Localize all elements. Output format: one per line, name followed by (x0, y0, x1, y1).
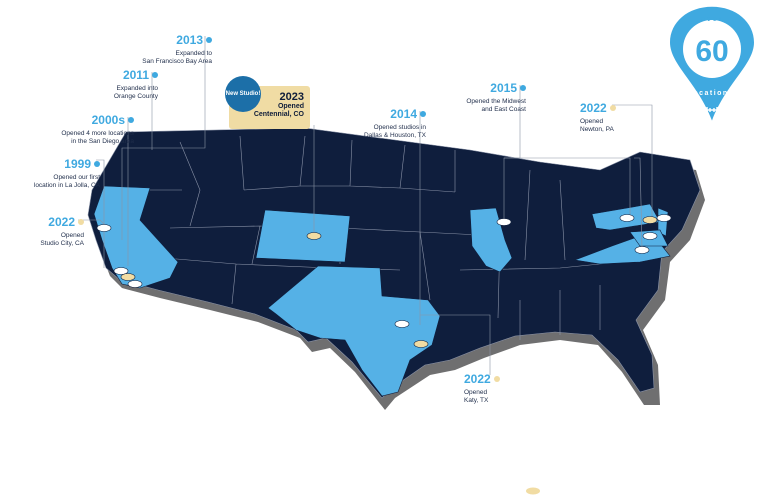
california (93, 185, 179, 289)
marker-dallas (394, 320, 410, 328)
marker-houston (413, 340, 429, 348)
new-studio-badge: New Studio! (225, 76, 261, 112)
marker-newton (642, 216, 658, 224)
badge-count: 60 (695, 35, 729, 68)
marker-studio-city (113, 267, 129, 275)
milestone-2022-katy: 2022 Opened Katy, TX (464, 369, 534, 405)
milestone-2000s: 2000s Opened 4 more locations in the San… (61, 113, 134, 146)
marker-stray (526, 487, 540, 495)
marker-chicago (496, 218, 512, 226)
callout-line1: Opened (277, 103, 304, 110)
milestone-1999: 1999 Opened our first location in La Jol… (33, 157, 100, 190)
marker-centennial (306, 232, 322, 240)
map-land (87, 127, 701, 399)
marker-bay-area (96, 224, 112, 232)
location-markers (96, 214, 672, 495)
milestone-2015: 2015 Opened the Midwest and East Coast (466, 81, 526, 114)
marker-nj (656, 214, 672, 222)
marker-san-diego (127, 280, 143, 288)
leader-lines (78, 36, 653, 375)
dumbbell-icon (704, 107, 720, 113)
marker-md (642, 232, 658, 240)
callout-line2: Centennial, CO (253, 111, 304, 119)
texas (267, 265, 441, 397)
milestone-2014: 2014 Opened studios in Dallas & Houston,… (363, 107, 426, 140)
badge-label: locations (689, 90, 735, 97)
marker-pa-west (619, 214, 635, 222)
milestone-2013: 2013 Expanded to San Francisco Bay Area (142, 33, 212, 66)
illinois (469, 207, 513, 273)
colorado (255, 209, 351, 263)
marker-va (634, 246, 650, 254)
pin-icon (670, 6, 754, 121)
milestone-2022-newton: 2022 Opened Newton, PA (580, 101, 616, 134)
locations-pin-badge: over 60 locations (668, 5, 756, 125)
callout-year: 2023 (279, 91, 304, 103)
marker-orange-county (120, 273, 136, 281)
highlighted-states (93, 185, 671, 397)
badge-over: over (700, 16, 724, 23)
milestone-2011: 2011 Expanded into Orange County (113, 68, 158, 101)
milestone-2022-studio-city: 2022 Opened Studio City, CA (40, 215, 84, 248)
